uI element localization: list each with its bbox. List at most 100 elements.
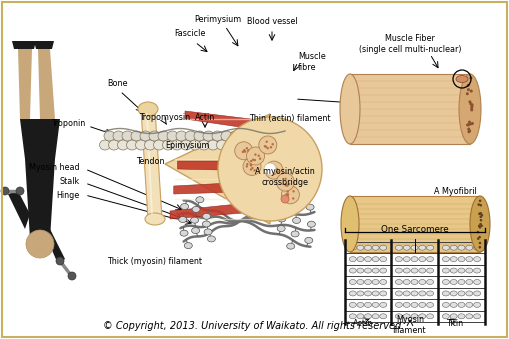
Circle shape <box>480 214 483 217</box>
Ellipse shape <box>372 291 379 296</box>
Text: A Myofibril: A Myofibril <box>434 186 476 196</box>
Ellipse shape <box>340 74 360 144</box>
Polygon shape <box>34 41 54 49</box>
Circle shape <box>477 237 479 240</box>
Ellipse shape <box>403 279 410 284</box>
Circle shape <box>287 193 289 196</box>
Ellipse shape <box>395 268 403 273</box>
Ellipse shape <box>372 245 379 250</box>
Ellipse shape <box>138 102 158 116</box>
Polygon shape <box>141 109 162 219</box>
Ellipse shape <box>458 302 465 307</box>
Circle shape <box>242 151 244 153</box>
Ellipse shape <box>473 257 480 262</box>
Ellipse shape <box>203 221 210 227</box>
Polygon shape <box>170 201 267 219</box>
Ellipse shape <box>411 314 418 319</box>
Ellipse shape <box>225 140 237 150</box>
Ellipse shape <box>395 302 403 307</box>
Circle shape <box>469 102 472 105</box>
Ellipse shape <box>442 257 449 262</box>
Ellipse shape <box>180 230 188 236</box>
Ellipse shape <box>230 131 241 141</box>
Circle shape <box>269 172 271 174</box>
Ellipse shape <box>411 291 418 296</box>
Ellipse shape <box>266 131 277 141</box>
Circle shape <box>243 157 261 176</box>
Ellipse shape <box>349 314 356 319</box>
Circle shape <box>253 159 256 161</box>
Circle shape <box>246 165 248 167</box>
Circle shape <box>276 171 279 173</box>
Circle shape <box>479 212 482 215</box>
Circle shape <box>287 194 289 196</box>
Ellipse shape <box>113 131 124 141</box>
Ellipse shape <box>145 213 165 225</box>
Ellipse shape <box>270 140 281 150</box>
Ellipse shape <box>380 291 387 296</box>
Ellipse shape <box>442 291 449 296</box>
Circle shape <box>285 178 287 180</box>
Circle shape <box>26 230 54 258</box>
Ellipse shape <box>272 197 280 203</box>
Ellipse shape <box>466 268 473 273</box>
Circle shape <box>250 160 252 162</box>
Polygon shape <box>174 181 267 194</box>
Ellipse shape <box>207 236 215 242</box>
Ellipse shape <box>419 302 426 307</box>
Ellipse shape <box>450 279 457 284</box>
Circle shape <box>275 168 278 170</box>
Ellipse shape <box>411 279 418 284</box>
Circle shape <box>469 122 472 125</box>
Ellipse shape <box>176 131 187 141</box>
Ellipse shape <box>372 279 379 284</box>
Text: Hinge: Hinge <box>56 191 80 199</box>
Circle shape <box>250 168 252 171</box>
Ellipse shape <box>203 131 214 141</box>
Ellipse shape <box>427 279 434 284</box>
Circle shape <box>480 224 483 227</box>
Ellipse shape <box>357 279 364 284</box>
Circle shape <box>253 169 256 172</box>
Bar <box>343 237 487 327</box>
Ellipse shape <box>419 268 426 273</box>
Ellipse shape <box>380 314 387 319</box>
Ellipse shape <box>357 314 364 319</box>
Circle shape <box>287 191 289 193</box>
Ellipse shape <box>203 213 211 219</box>
Polygon shape <box>12 41 36 49</box>
Ellipse shape <box>456 76 468 82</box>
Circle shape <box>470 89 473 93</box>
Ellipse shape <box>190 217 199 223</box>
Circle shape <box>68 272 76 280</box>
Circle shape <box>249 164 252 166</box>
Circle shape <box>265 145 267 148</box>
Ellipse shape <box>131 131 142 141</box>
Ellipse shape <box>293 217 301 223</box>
Ellipse shape <box>403 314 410 319</box>
Text: Fascicle: Fascicle <box>174 29 206 39</box>
Ellipse shape <box>458 268 465 273</box>
Circle shape <box>273 173 276 175</box>
Ellipse shape <box>473 314 480 319</box>
Ellipse shape <box>419 291 426 296</box>
Ellipse shape <box>466 257 473 262</box>
Ellipse shape <box>364 291 372 296</box>
Circle shape <box>259 158 261 160</box>
Ellipse shape <box>419 245 426 250</box>
Ellipse shape <box>122 131 133 141</box>
Ellipse shape <box>459 74 481 144</box>
Ellipse shape <box>411 302 418 307</box>
Text: © Copyright, 2013. University of Waikato. All rights reserved.: © Copyright, 2013. University of Waikato… <box>103 321 405 331</box>
Text: Muscle
fibre: Muscle fibre <box>298 52 326 72</box>
Ellipse shape <box>458 291 465 296</box>
Polygon shape <box>45 229 65 264</box>
Circle shape <box>264 163 276 175</box>
Text: Titin: Titin <box>446 319 464 327</box>
Ellipse shape <box>184 243 192 248</box>
Ellipse shape <box>306 204 314 210</box>
Ellipse shape <box>380 279 387 284</box>
Ellipse shape <box>275 131 286 141</box>
Ellipse shape <box>458 245 465 250</box>
Ellipse shape <box>145 140 156 150</box>
